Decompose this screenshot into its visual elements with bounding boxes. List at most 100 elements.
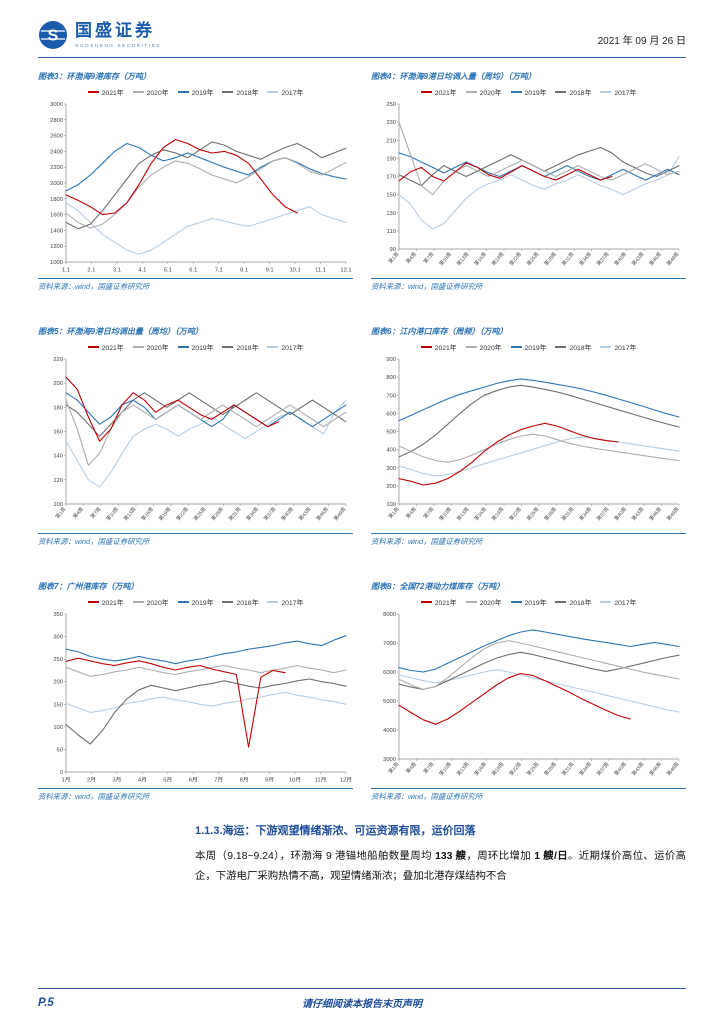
brand-name: 国盛证券 xyxy=(75,21,155,41)
report-date: 2021 年 09 月 26 日 xyxy=(597,36,686,47)
svg-text:第31周: 第31周 xyxy=(560,251,575,267)
legend-label: 2018年 xyxy=(569,345,592,352)
svg-text:100: 100 xyxy=(386,502,396,508)
legend-item: 2021年 xyxy=(87,87,124,97)
svg-text:230: 230 xyxy=(386,120,396,126)
legend-item: 2018年 xyxy=(555,87,591,97)
svg-text:180: 180 xyxy=(53,405,63,411)
svg-text:5.1: 5.1 xyxy=(164,268,172,274)
svg-text:8.1: 8.1 xyxy=(240,268,248,274)
legend-label: 2017年 xyxy=(614,345,637,352)
svg-text:900: 900 xyxy=(386,357,396,363)
chart-legend: 2021年 2020年 2019年 2018年 2017年 xyxy=(371,342,686,352)
svg-text:第49周: 第49周 xyxy=(665,506,680,522)
svg-text:第4周: 第4周 xyxy=(404,251,418,265)
svg-text:160: 160 xyxy=(53,430,63,436)
svg-text:50: 50 xyxy=(57,747,63,753)
brand-text: 国盛证券 GUOSHENG SECURITIES xyxy=(75,21,161,47)
svg-text:200: 200 xyxy=(53,680,63,686)
svg-text:第46周: 第46周 xyxy=(315,506,330,522)
svg-text:第34周: 第34周 xyxy=(578,251,593,267)
report-footer: P.5 请仔细阅读本报告末页声明 xyxy=(38,988,686,1010)
svg-text:140: 140 xyxy=(53,454,63,460)
svg-text:110: 110 xyxy=(387,229,396,235)
legend-item: 2020年 xyxy=(132,597,169,607)
chart-source: 资料来源：wind，国盛证券研究所 xyxy=(371,788,686,802)
body-text-segment: ，周环比增加 xyxy=(466,851,535,862)
svg-text:第28周: 第28周 xyxy=(543,251,558,267)
svg-text:第4周: 第4周 xyxy=(71,506,85,520)
legend-item: 2017年 xyxy=(600,342,636,352)
legend-label: 2019年 xyxy=(524,600,547,607)
svg-text:300: 300 xyxy=(386,466,396,472)
svg-text:8月: 8月 xyxy=(240,777,249,784)
svg-text:200: 200 xyxy=(53,381,63,387)
svg-text:第34周: 第34周 xyxy=(578,761,593,777)
line-chart: 1000 1200 1400 1600 1800 2000 2200 2400 2600 2800… xyxy=(50,102,352,274)
chart-figure: 图表8：全国72港动力煤库存（万吨） 2021年 2020年 2019年 2018年 2… xyxy=(371,581,686,802)
legend-label: 2020年 xyxy=(146,345,169,352)
chart-figure: 图表3：环渤海9港库存（万吨） 2021年 2020年 2019年 2018年 2017… xyxy=(38,71,353,292)
chart-source: 资料来源：wind，国盛证券研究所 xyxy=(371,533,686,547)
legend-item: 2017年 xyxy=(267,342,303,352)
svg-text:220: 220 xyxy=(53,357,63,363)
legend-item: 2017年 xyxy=(600,87,636,97)
svg-text:130: 130 xyxy=(386,211,396,217)
svg-text:第37周: 第37周 xyxy=(595,761,610,777)
legend-item: 2019年 xyxy=(510,87,546,97)
chart-source: 资料来源：wind，国盛证券研究所 xyxy=(371,278,686,292)
chart-title: 图表3：环渤海9港库存（万吨） xyxy=(38,72,151,81)
legend-item: 2018年 xyxy=(222,597,258,607)
svg-text:250: 250 xyxy=(53,657,63,663)
svg-text:3000: 3000 xyxy=(50,102,63,108)
svg-text:第31周: 第31周 xyxy=(560,761,575,777)
svg-text:100: 100 xyxy=(53,502,63,508)
svg-text:第25周: 第25周 xyxy=(525,506,540,522)
body-text-segment: 。近期煤价高位、运价高企，下游电厂采购热情不高，观望情绪渐浓；叠加北港存煤结构不… xyxy=(195,851,686,882)
chart-figure: 图表7：广州港库存（万吨） 2021年 2020年 2019年 2018年 2017年 … xyxy=(38,581,353,802)
legend-label: 2021年 xyxy=(101,600,124,607)
chart-legend: 2021年 2020年 2019年 2018年 2017年 xyxy=(371,87,686,97)
chart-legend: 2021年 2020年 2019年 2018年 2017年 xyxy=(38,342,353,352)
legend-item: 2017年 xyxy=(267,597,303,607)
svg-text:第19周: 第19周 xyxy=(490,251,505,267)
footer-disclaimer: 请仔细阅读本报告末页声明 xyxy=(302,999,422,1010)
legend-color-swatch xyxy=(132,346,144,348)
report-header: S 国盛证券 GUOSHENG SECURITIES 2021 年 09 月 2… xyxy=(38,20,686,50)
legend-item: 2021年 xyxy=(420,342,457,352)
legend-color-swatch xyxy=(465,601,477,603)
legend-label: 2017年 xyxy=(281,345,304,352)
svg-text:8000: 8000 xyxy=(383,612,396,618)
svg-text:2月: 2月 xyxy=(87,777,96,784)
chart-source: 资料来源：wind，国盛证券研究所 xyxy=(38,278,353,292)
svg-text:150: 150 xyxy=(386,193,396,199)
legend-label: 2020年 xyxy=(479,90,502,97)
svg-text:第10周: 第10周 xyxy=(438,251,453,267)
svg-text:第16周: 第16周 xyxy=(473,761,488,777)
svg-text:120: 120 xyxy=(53,478,63,484)
svg-text:第13周: 第13周 xyxy=(455,506,470,522)
svg-text:第13周: 第13周 xyxy=(455,761,470,777)
svg-text:第34周: 第34周 xyxy=(245,506,260,522)
svg-text:3.1: 3.1 xyxy=(113,268,121,274)
legend-item: 2017年 xyxy=(267,87,303,97)
svg-text:170: 170 xyxy=(386,175,396,181)
svg-text:第22周: 第22周 xyxy=(175,506,190,522)
legend-color-swatch xyxy=(222,91,234,93)
legend-color-swatch xyxy=(510,346,522,348)
legend-label: 2019年 xyxy=(524,345,547,352)
chart-source: 资料来源：wind，国盛证券研究所 xyxy=(38,788,353,802)
svg-text:第4周: 第4周 xyxy=(404,761,418,775)
legend-label: 2018年 xyxy=(236,345,259,352)
svg-text:6000: 6000 xyxy=(383,670,396,676)
svg-text:第19周: 第19周 xyxy=(490,506,505,522)
legend-label: 2020年 xyxy=(479,345,502,352)
chart-legend: 2021年 2020年 2019年 2018年 2017年 xyxy=(371,597,686,607)
svg-text:第7周: 第7周 xyxy=(422,506,436,520)
svg-text:11月: 11月 xyxy=(315,777,327,784)
legend-item: 2018年 xyxy=(222,87,258,97)
chart-figure: 图表6：江内港口库存（周频）（万吨） 2021年 2020年 2019年 2018年 2… xyxy=(371,326,686,547)
legend-color-swatch xyxy=(267,91,279,93)
